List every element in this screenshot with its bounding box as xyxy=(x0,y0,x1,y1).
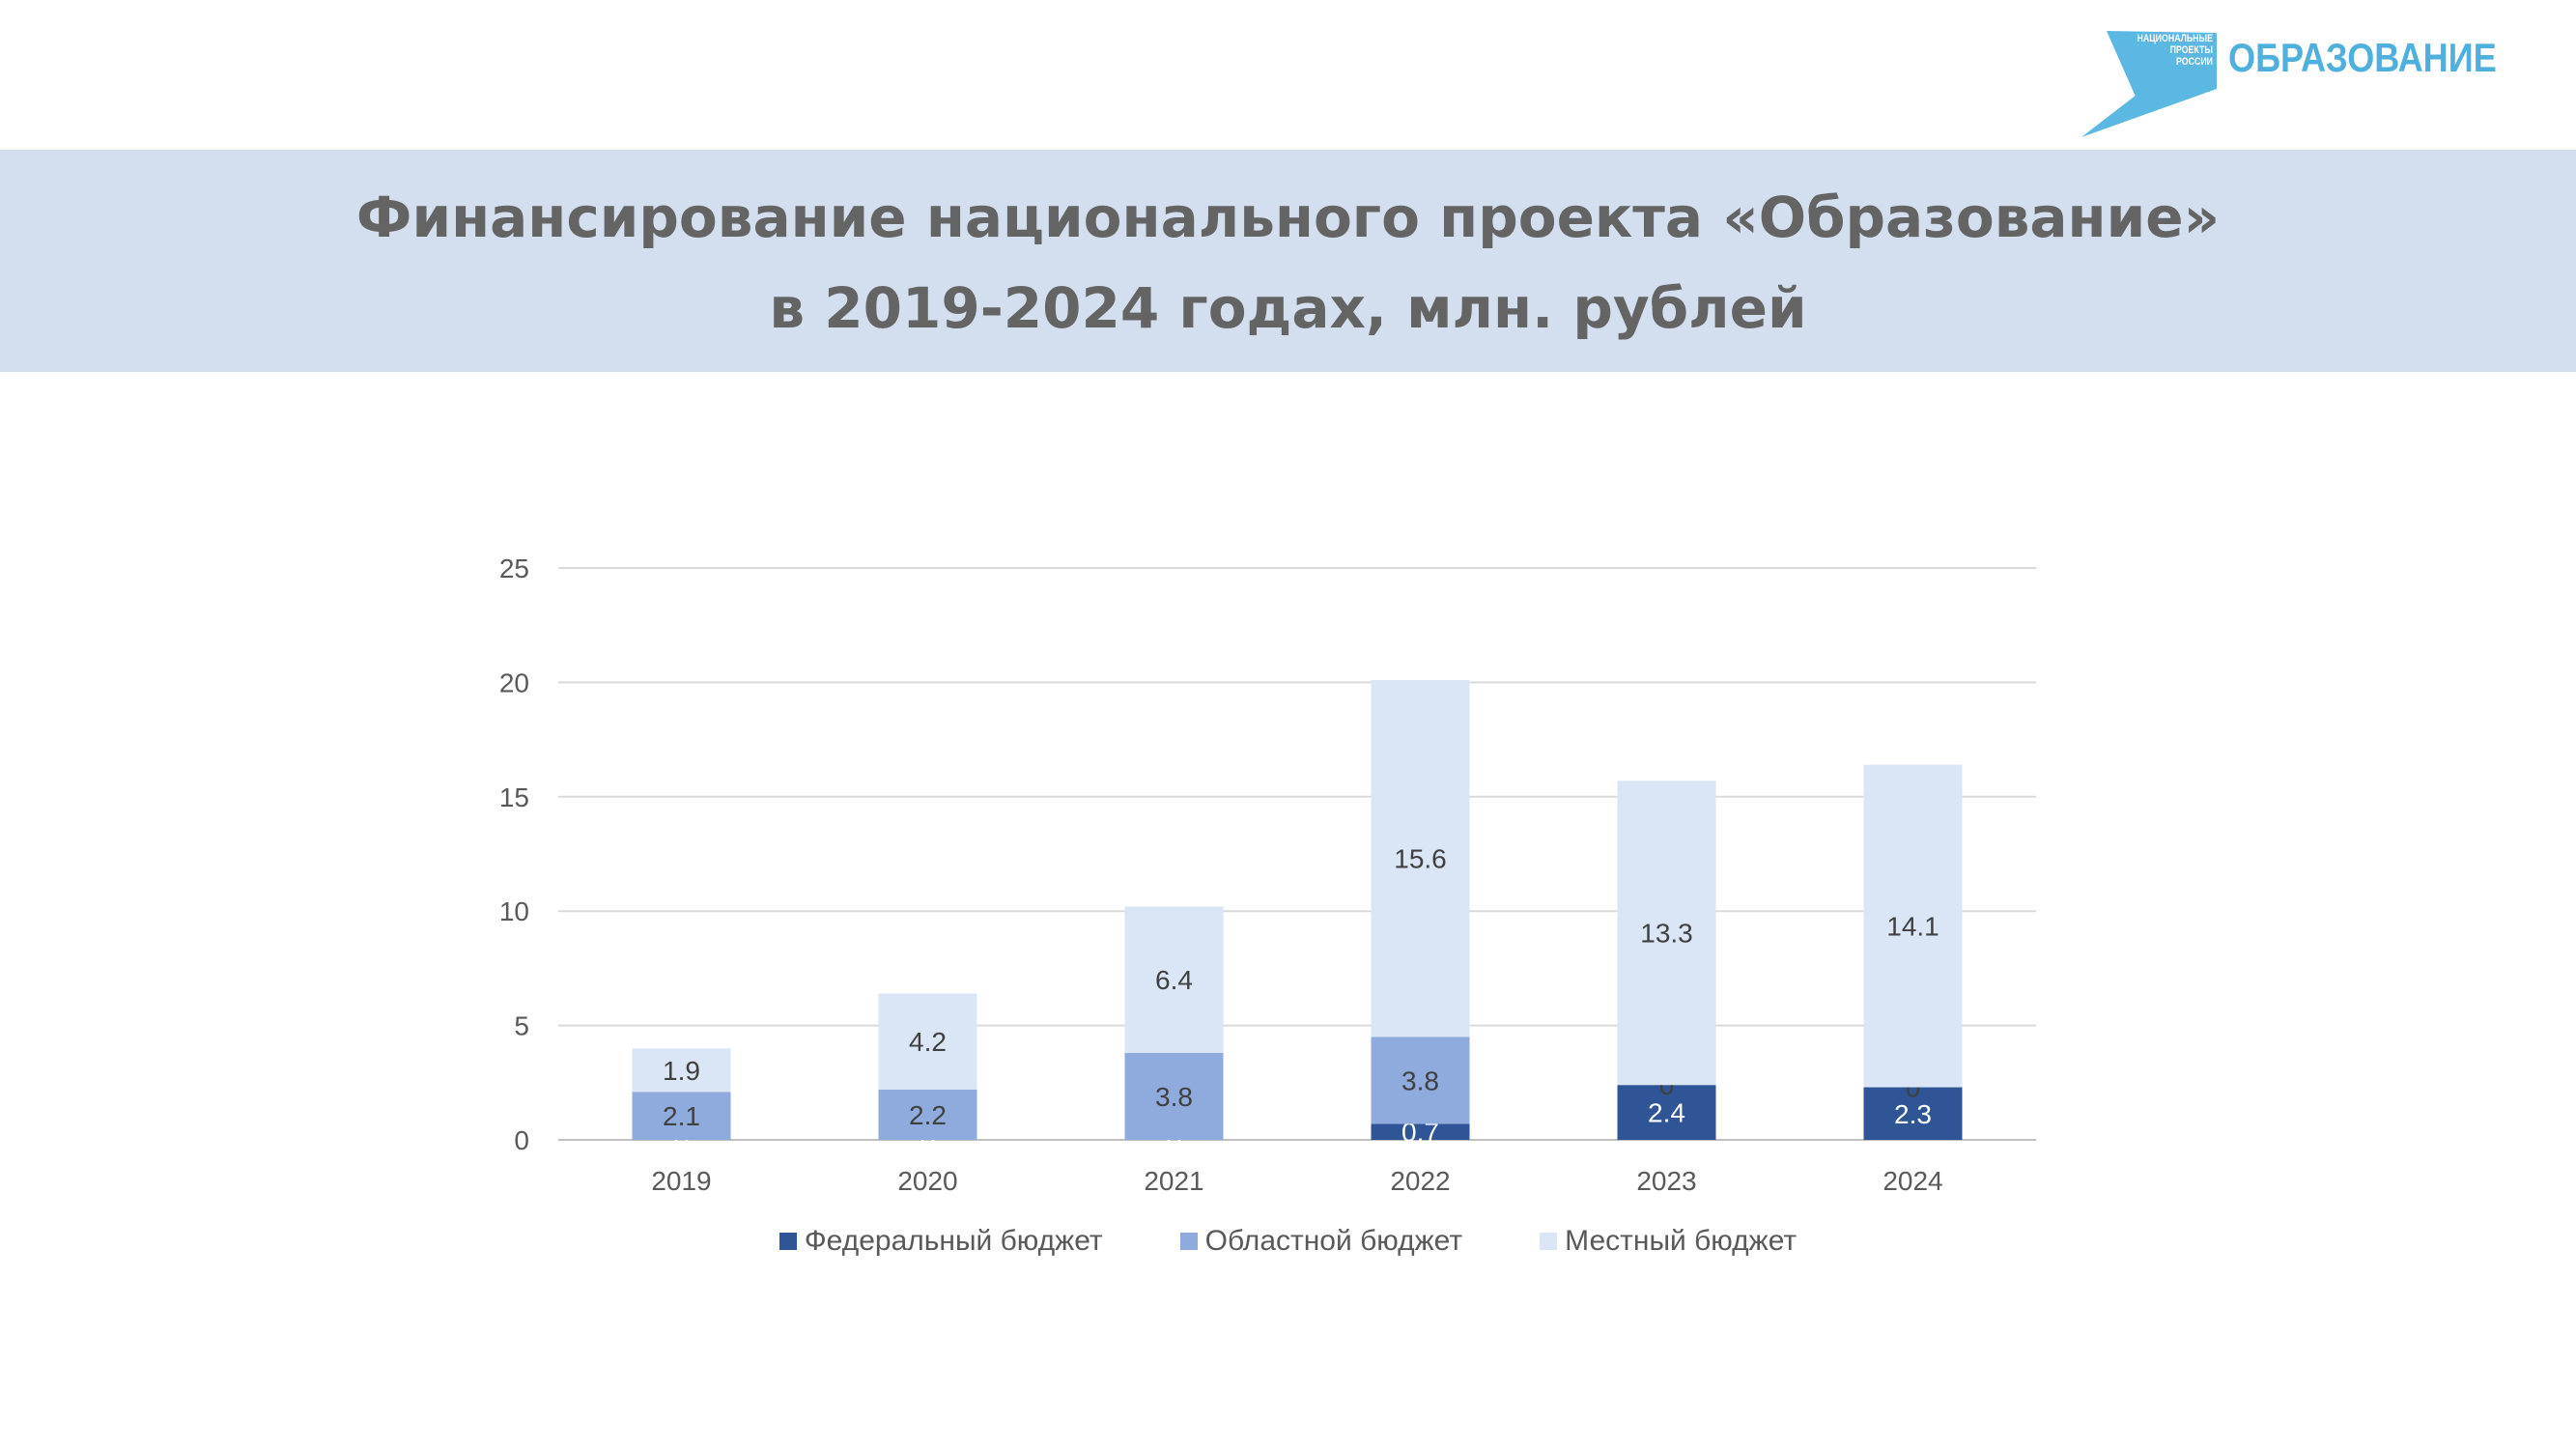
data-label: 3.8 xyxy=(1155,1082,1193,1112)
x-tick-label: 2023 xyxy=(1636,1166,1696,1196)
legend-item: Федеральный бюджет xyxy=(778,1225,1103,1258)
bar-segment xyxy=(1863,764,1963,1088)
logo-triangle-icon xyxy=(2081,31,2217,137)
legend-swatch xyxy=(1179,1233,1198,1250)
legend-label: Федеральный бюджет xyxy=(804,1225,1103,1257)
x-tick-label: 2020 xyxy=(897,1166,957,1196)
bar-segment xyxy=(1371,1123,1470,1140)
bar-segment xyxy=(1617,1085,1716,1140)
data-label: 2.2 xyxy=(909,1100,947,1130)
logo-small-text: НАЦИОНАЛЬНЫЕ ПРОЕКТЫ РОССИИ xyxy=(2131,33,2213,68)
data-label: 14.1 xyxy=(1886,912,1939,942)
data-label: 4.2 xyxy=(909,1027,947,1057)
y-tick-label: 5 xyxy=(514,1011,529,1041)
x-tick-label: 2024 xyxy=(1882,1166,1942,1196)
data-label: 15.6 xyxy=(1394,844,1447,874)
bar-segment xyxy=(878,1089,977,1140)
data-label: 6.4 xyxy=(1155,965,1193,995)
legend-swatch xyxy=(778,1233,797,1250)
legend-item: Областной бюджет xyxy=(1179,1225,1463,1258)
legend-label: Областной бюджет xyxy=(1204,1225,1463,1257)
data-label: 3.8 xyxy=(1401,1065,1439,1095)
data-label: 2.1 xyxy=(663,1101,700,1131)
title-band xyxy=(0,150,2576,372)
data-label: 1.9 xyxy=(663,1056,700,1086)
legend-label: Местный бюджет xyxy=(1565,1225,1798,1257)
y-tick-label: 25 xyxy=(499,554,529,583)
bar-segment xyxy=(1371,680,1470,1037)
bar-segment xyxy=(632,1092,731,1140)
bar-segment xyxy=(1124,906,1224,1054)
y-tick-label: 15 xyxy=(499,782,529,812)
y-tick-label: 0 xyxy=(514,1125,529,1155)
y-tick-label: 10 xyxy=(499,896,529,926)
logo-small-line-2: ПРОЕКТЫ xyxy=(2169,44,2213,56)
bar-segment xyxy=(632,1048,731,1093)
bar-segment xyxy=(1371,1037,1470,1124)
logo-small-line-3: РОССИИ xyxy=(2176,56,2213,68)
logo-small-line-1: НАЦИОНАЛЬНЫЕ xyxy=(2137,33,2213,44)
bar-segment xyxy=(878,993,977,1090)
x-tick-label: 2019 xyxy=(651,1166,711,1196)
x-tick-label: 2022 xyxy=(1390,1166,1450,1196)
y-tick-label: 20 xyxy=(499,668,529,697)
data-label: 13.3 xyxy=(1640,919,1693,949)
bar-segment xyxy=(1863,1087,1963,1140)
bar-segment xyxy=(1617,781,1716,1086)
page-title-line-1: Финансирование национального проекта «Об… xyxy=(355,185,2221,250)
legend-swatch xyxy=(1540,1233,1558,1250)
bar-segment xyxy=(1124,1053,1224,1140)
legend-item: Местный бюджет xyxy=(1540,1225,1797,1258)
x-tick-label: 2021 xyxy=(1144,1166,1203,1196)
data-label: 2.3 xyxy=(1894,1099,1932,1129)
national-projects-logo: НАЦИОНАЛЬНЫЕ ПРОЕКТЫ РОССИИ ОБРАЗОВАНИЕ xyxy=(2072,29,2497,141)
data-label: 2.4 xyxy=(1648,1098,1685,1128)
page-title-line-2: в 2019-2024 годах, млн. рублей xyxy=(769,275,1807,341)
chart-legend: Федеральный бюджет Областной бюджет Местны… xyxy=(0,1225,2576,1258)
logo-brand-text: ОБРАЗОВАНИЕ xyxy=(2228,35,2497,80)
page-title: Финансирование национального проекта «Об… xyxy=(0,172,2576,354)
